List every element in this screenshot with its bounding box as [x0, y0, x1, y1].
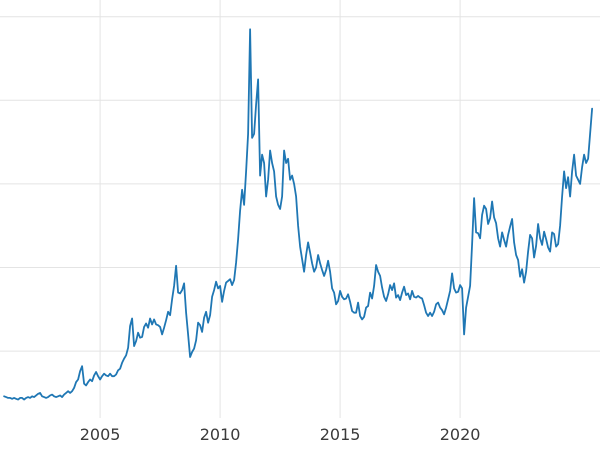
x-tick-label: 2010 [200, 425, 241, 444]
gridlines [0, 0, 600, 418]
x-tick-label: 2015 [320, 425, 361, 444]
x-axis-tick-labels: 2005 2010 2015 2020 [80, 425, 481, 444]
x-tick-label: 2005 [80, 425, 121, 444]
price-line [3, 28, 593, 401]
x-tick-label: 2020 [440, 425, 481, 444]
